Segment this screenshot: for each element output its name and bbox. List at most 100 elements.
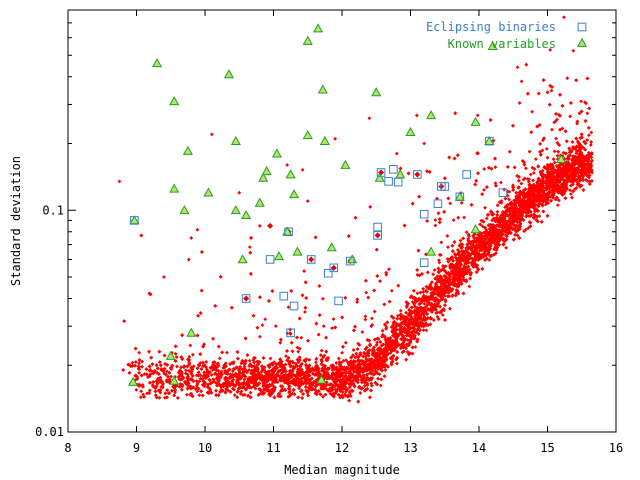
star-point [493, 156, 497, 161]
star-point [158, 363, 163, 368]
star-point [502, 239, 507, 244]
star-point [434, 311, 439, 315]
star-point [584, 177, 588, 182]
star-point [151, 371, 155, 376]
star-point [391, 339, 396, 343]
star-point [573, 147, 578, 151]
star-point [515, 224, 520, 229]
star-point [303, 305, 308, 310]
star-point [416, 331, 421, 336]
star-point [382, 360, 387, 364]
star-point [158, 388, 163, 393]
star-point [448, 201, 453, 206]
star-point [552, 120, 557, 125]
star-point [482, 167, 487, 171]
star-point [199, 288, 204, 293]
star-point [209, 373, 214, 377]
star-point [555, 203, 560, 208]
star-point [206, 374, 210, 379]
star-point [522, 176, 527, 181]
star-point [247, 358, 252, 363]
star-point [430, 280, 434, 285]
star-point [488, 241, 493, 246]
star-point [258, 295, 262, 300]
star-point [378, 383, 383, 388]
star-point [360, 330, 365, 334]
star-point [137, 361, 141, 366]
star-point [457, 243, 462, 248]
star-point [185, 392, 189, 397]
star-point [461, 291, 466, 296]
star-point [278, 337, 283, 342]
star-point [414, 113, 419, 118]
star-point [395, 316, 400, 321]
star-point [165, 388, 170, 393]
star-point [528, 172, 533, 177]
star-point [352, 374, 356, 379]
star-point [334, 365, 339, 370]
star-point [396, 283, 401, 288]
star-point [289, 375, 294, 380]
star-point [382, 302, 387, 307]
star-point [398, 308, 403, 313]
star-point [384, 272, 389, 277]
star-point [518, 219, 522, 224]
star-point [214, 393, 219, 397]
star-point [438, 304, 442, 309]
star-point [451, 218, 456, 222]
star-point [385, 320, 390, 325]
star-point [293, 364, 298, 369]
star-point [468, 272, 473, 277]
star-point [552, 149, 557, 154]
star-point [464, 230, 469, 235]
star-point [363, 314, 368, 319]
star-point [446, 259, 451, 264]
star-point [136, 366, 141, 371]
star-point [575, 161, 580, 166]
star-point [214, 388, 218, 393]
star-point [467, 284, 472, 289]
star-point [351, 381, 356, 386]
star-point [531, 171, 536, 175]
star-point [276, 370, 280, 375]
star-point [337, 360, 342, 364]
star-point [224, 387, 228, 391]
star-point [519, 181, 524, 186]
star-point [431, 318, 436, 322]
star-point [321, 324, 326, 329]
star-point [370, 316, 374, 321]
star-point [133, 378, 138, 382]
star-point [519, 79, 524, 84]
star-point [130, 360, 135, 365]
star-point [173, 390, 178, 395]
star-point [530, 109, 535, 114]
star-point [343, 340, 348, 345]
star-point [564, 139, 569, 144]
star-point [458, 238, 463, 243]
star-point [505, 193, 510, 198]
star-point [154, 363, 159, 368]
star-point [225, 350, 229, 355]
star-point [184, 368, 188, 373]
star-point [303, 310, 307, 314]
star-point [234, 374, 238, 379]
star-point [383, 368, 388, 372]
star-point [404, 310, 408, 315]
star-point [348, 394, 353, 398]
star-point [553, 119, 558, 124]
star-point [340, 350, 345, 355]
star-point [247, 364, 252, 368]
star-point [482, 188, 486, 192]
star-point [468, 276, 473, 281]
star-point [220, 388, 225, 393]
star-point [439, 240, 444, 245]
star-point [398, 343, 403, 348]
star-point [275, 380, 280, 385]
star-point [347, 385, 352, 390]
star-point [467, 267, 472, 272]
star-point [517, 101, 522, 105]
star-point [507, 197, 511, 202]
star-point [395, 361, 399, 366]
star-point [283, 362, 288, 367]
star-point [355, 300, 360, 304]
